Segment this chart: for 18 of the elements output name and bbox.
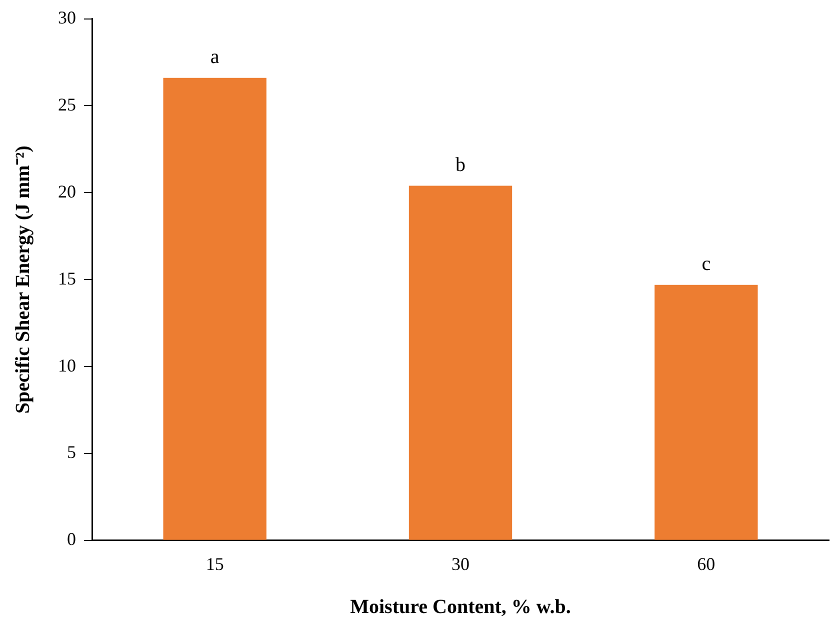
y-tick-label: 25 [58, 94, 76, 114]
annotation: c [702, 253, 711, 276]
y-axis-title: Specific Shear Energy (J mm⁻²) [12, 146, 34, 414]
x-tick-label: 60 [697, 554, 716, 574]
x-tick-label: 30 [452, 554, 470, 574]
y-tick-label: 15 [58, 268, 76, 288]
y-tick-label: 20 [58, 181, 76, 202]
x-axis-title: Moisture Content, % w.b. [350, 596, 571, 618]
bar [163, 78, 266, 540]
bar [654, 284, 758, 540]
annotation: a [210, 46, 220, 68]
bar [408, 186, 512, 540]
x-tick-label: 15 [206, 554, 224, 574]
y-tick-label: 5 [67, 442, 76, 462]
annotation: b [456, 154, 466, 176]
y-tick-label: 0 [67, 529, 76, 550]
y-tick-label: 30 [58, 8, 76, 28]
y-tick-label: 10 [58, 355, 76, 376]
